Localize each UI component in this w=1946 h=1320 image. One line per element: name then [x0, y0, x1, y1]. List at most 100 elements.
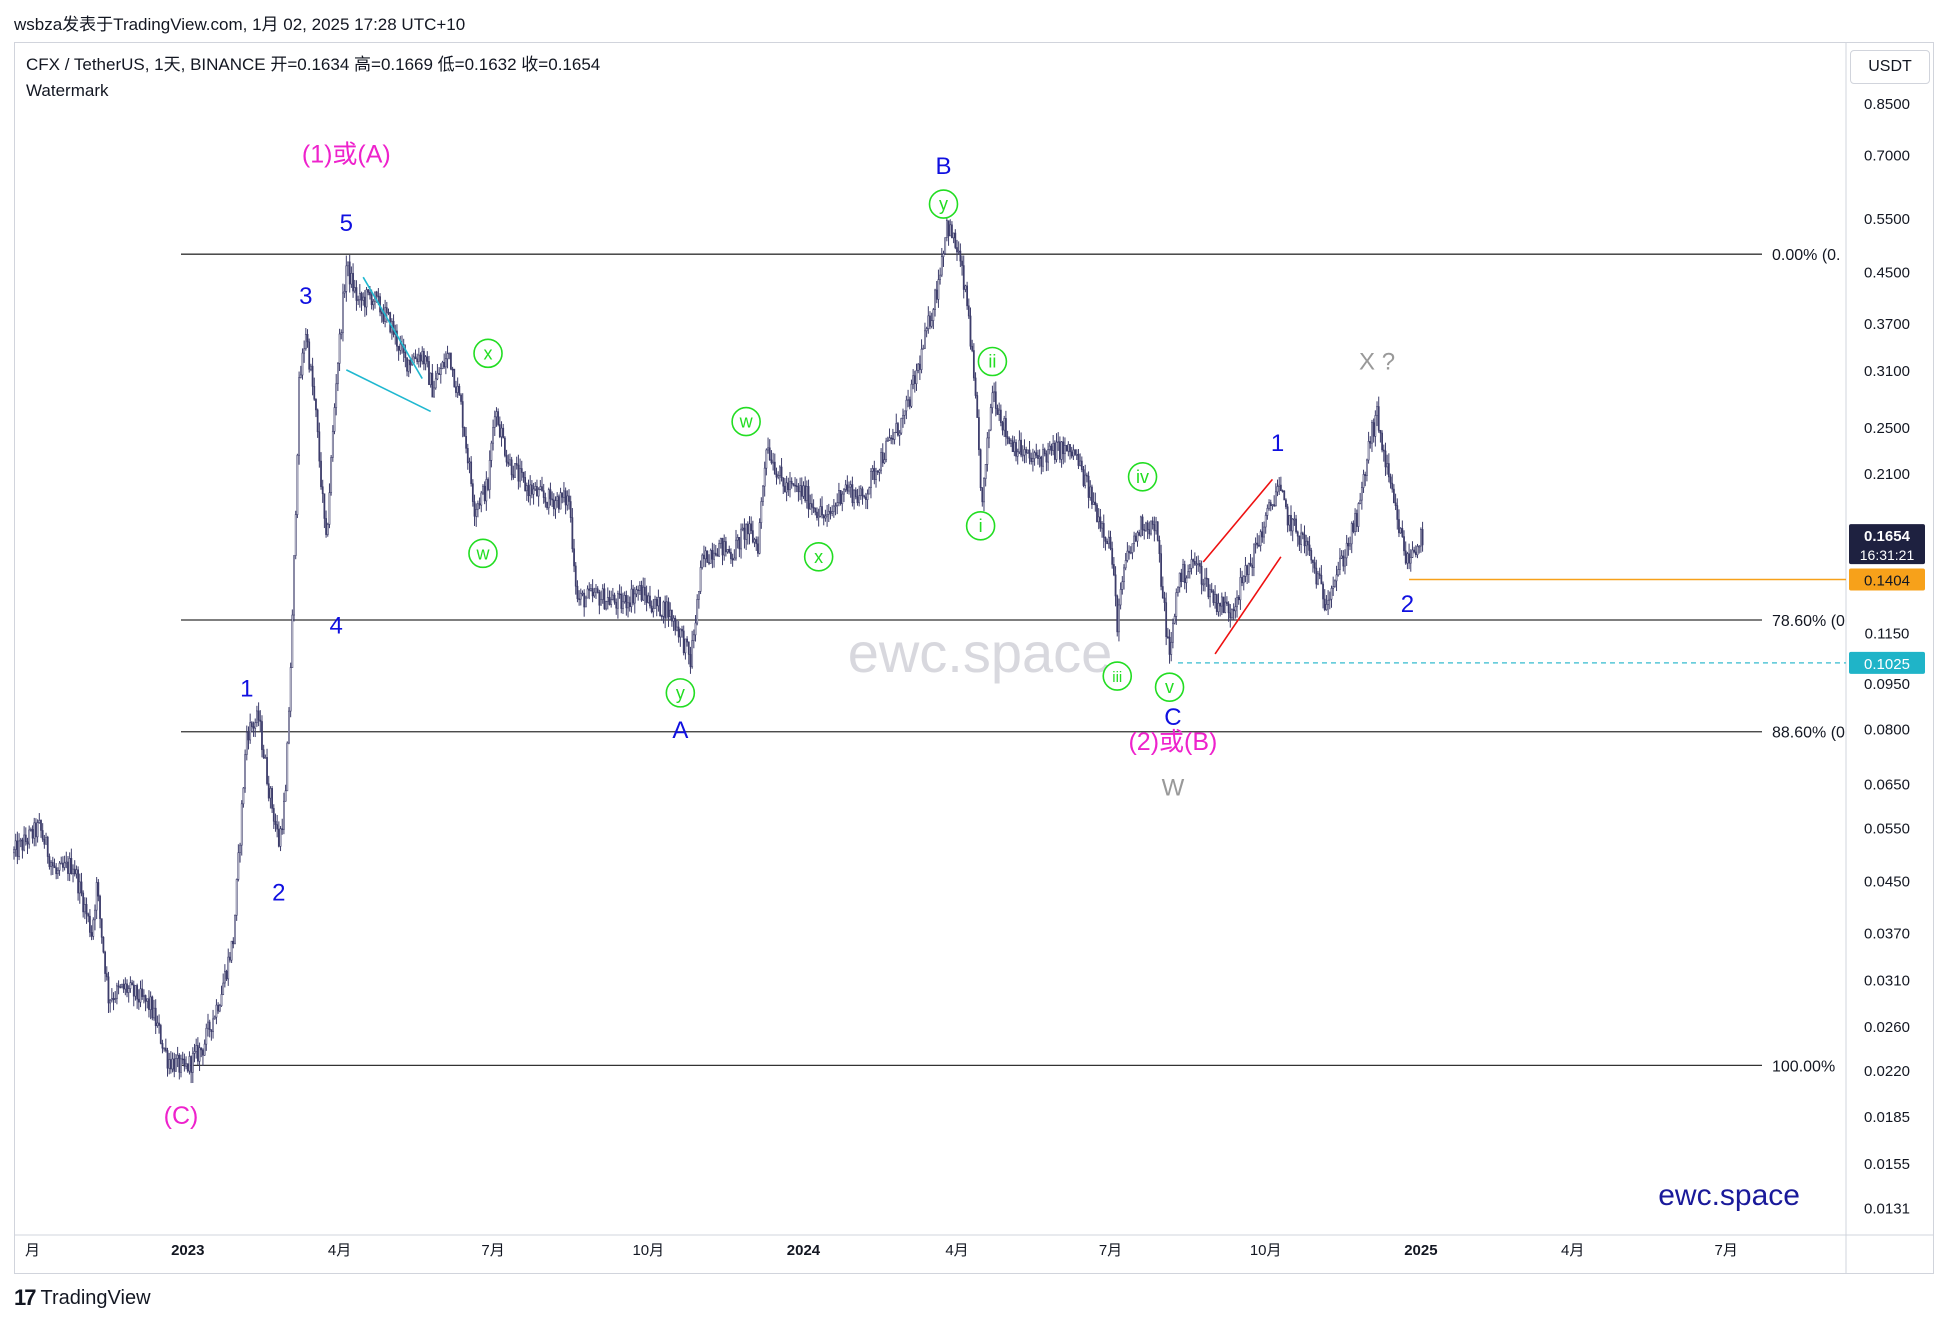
candle-body — [397, 345, 400, 351]
candle-body — [824, 515, 827, 519]
candle-body — [1374, 415, 1377, 437]
candle-body — [1369, 441, 1372, 444]
candle-body — [640, 585, 643, 601]
candle-body — [1062, 441, 1065, 455]
candle-body — [751, 530, 754, 543]
orange-price-value: 0.1404 — [1864, 573, 1910, 590]
candle-body — [691, 640, 694, 668]
candle-body — [638, 585, 641, 591]
candle-body — [308, 341, 311, 370]
candle-body — [920, 348, 923, 370]
triangle-trendline — [362, 276, 423, 379]
candle-body — [458, 386, 461, 396]
candle-body — [1023, 449, 1026, 456]
candle-body — [1168, 636, 1171, 655]
candle-body — [1043, 449, 1046, 455]
candle-body — [583, 592, 586, 608]
candle-body — [757, 543, 759, 554]
candle-body — [36, 822, 39, 838]
candle-body — [495, 411, 498, 418]
cyan-price-tag — [1849, 651, 1925, 674]
candle-body — [1279, 484, 1282, 491]
candle-body — [1084, 474, 1087, 486]
candle-body — [647, 595, 650, 603]
candle-body — [1069, 444, 1071, 453]
candle-body — [1349, 543, 1351, 547]
candle-body — [724, 541, 727, 553]
currency-button[interactable]: USDT — [1850, 50, 1930, 84]
candle-body — [669, 609, 672, 617]
candle-body — [768, 447, 771, 461]
candle-body — [1401, 528, 1404, 537]
candle-body — [541, 486, 543, 491]
candle-body — [1249, 562, 1252, 566]
candle-body — [1359, 499, 1362, 504]
candle-body — [598, 592, 601, 606]
candle-body — [137, 998, 140, 1003]
candle-body — [234, 915, 236, 945]
candle-body — [181, 1058, 184, 1061]
candle-body — [750, 523, 753, 531]
candle-body — [465, 436, 467, 449]
candle-body — [1197, 563, 1200, 565]
candle-body — [169, 1059, 172, 1070]
candle-body — [1070, 451, 1073, 457]
candle-body — [1413, 549, 1416, 553]
symbol-ohlc-line[interactable]: CFX / TetherUS, 1天, BINANCE 开=0.1634 高=0… — [26, 55, 601, 74]
candle-body — [43, 838, 46, 845]
candle-body — [1134, 535, 1137, 542]
candle-body — [271, 788, 273, 809]
candle-body — [480, 492, 483, 506]
candle-body — [814, 507, 817, 513]
candle-body — [196, 1045, 199, 1062]
wave-label-circle — [665, 678, 696, 708]
candle-body — [1305, 540, 1308, 547]
candle-body — [191, 1052, 194, 1073]
candle-body — [979, 449, 982, 488]
candle-body — [1107, 536, 1110, 545]
price-tick-label: 0.2100 — [1864, 466, 1910, 483]
candle-body — [375, 291, 378, 297]
indicator-label[interactable]: Watermark — [26, 81, 109, 100]
candle-body — [1097, 516, 1100, 523]
candle-body — [628, 602, 631, 607]
candle-body — [134, 985, 137, 997]
candle-body — [143, 995, 145, 997]
candle-body — [812, 506, 815, 509]
wave-label-circle — [1102, 661, 1133, 691]
candle-body — [1271, 504, 1274, 507]
candle-body — [741, 527, 744, 530]
candle-body — [16, 840, 19, 857]
candle-body — [175, 1058, 177, 1072]
candle-body — [844, 484, 847, 490]
candle-body — [1121, 581, 1124, 590]
candle-body — [438, 372, 440, 375]
candle-body — [787, 482, 790, 491]
candle-body — [1112, 564, 1115, 576]
wave-label: y — [939, 194, 948, 214]
candle-body — [254, 722, 257, 729]
candle-body — [549, 489, 552, 500]
candle-body — [185, 1063, 187, 1067]
time-tick-label: 7月 — [481, 1242, 504, 1259]
candle-body — [1226, 601, 1228, 605]
candle-body — [832, 505, 835, 513]
candle-body — [1229, 612, 1232, 619]
candle-body — [701, 554, 704, 568]
candle-body — [792, 483, 795, 486]
time-tick-label: 10月 — [1250, 1242, 1282, 1259]
tradingview-logo[interactable]: 17 TradingView — [14, 1285, 151, 1311]
candle-body — [451, 368, 454, 371]
fib-label: 0.00% (0. — [1772, 247, 1840, 264]
candle-body — [711, 550, 714, 560]
candle-body — [1215, 594, 1218, 612]
candle-body — [316, 409, 319, 433]
candle-body — [1037, 455, 1039, 459]
candle-body — [180, 1058, 182, 1073]
candle-body — [706, 550, 709, 563]
candle-body — [421, 351, 424, 362]
candle-body — [1102, 523, 1105, 538]
candle-body — [1403, 536, 1405, 552]
candle-body — [416, 358, 419, 363]
